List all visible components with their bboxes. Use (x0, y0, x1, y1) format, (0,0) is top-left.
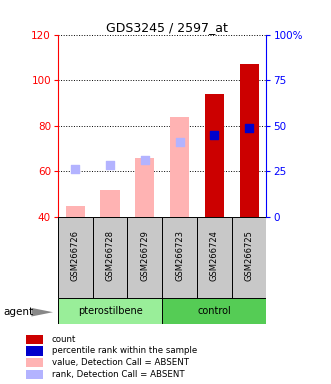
Bar (162, 298, 266, 324)
Text: GSM266725: GSM266725 (245, 230, 254, 281)
Bar (240, 64, 259, 217)
Bar (26, 370, 43, 379)
Polygon shape (31, 308, 53, 316)
Point (246, 125, 252, 131)
Bar (26, 335, 43, 344)
Text: value, Detection Call = ABSENT: value, Detection Call = ABSENT (52, 358, 189, 367)
Bar (66, 205, 85, 217)
Point (212, 132, 217, 138)
Point (177, 139, 182, 145)
Bar (101, 190, 119, 217)
Bar (197, 217, 232, 298)
Bar (232, 217, 266, 298)
Bar (58, 298, 162, 324)
Bar (26, 358, 43, 367)
Bar (58, 217, 93, 298)
Bar (162, 217, 197, 298)
Bar (170, 117, 189, 217)
Text: GSM266723: GSM266723 (175, 230, 184, 281)
Text: count: count (52, 335, 76, 344)
Text: rank, Detection Call = ABSENT: rank, Detection Call = ABSENT (52, 370, 184, 379)
Bar (26, 346, 43, 356)
Bar (135, 158, 154, 217)
Text: percentile rank within the sample: percentile rank within the sample (52, 346, 197, 356)
Text: control: control (198, 306, 231, 316)
Point (142, 157, 148, 163)
Point (72, 166, 78, 172)
Text: GSM266724: GSM266724 (210, 230, 219, 281)
Bar (93, 217, 127, 298)
Text: agent: agent (3, 307, 33, 317)
Text: GSM266729: GSM266729 (140, 230, 149, 281)
Bar (205, 94, 224, 217)
Text: GDS3245 / 2597_at: GDS3245 / 2597_at (106, 21, 228, 34)
Bar (127, 217, 162, 298)
Text: GSM266726: GSM266726 (71, 230, 80, 281)
Text: pterostilbene: pterostilbene (78, 306, 142, 316)
Text: GSM266728: GSM266728 (106, 230, 115, 281)
Point (107, 161, 113, 167)
